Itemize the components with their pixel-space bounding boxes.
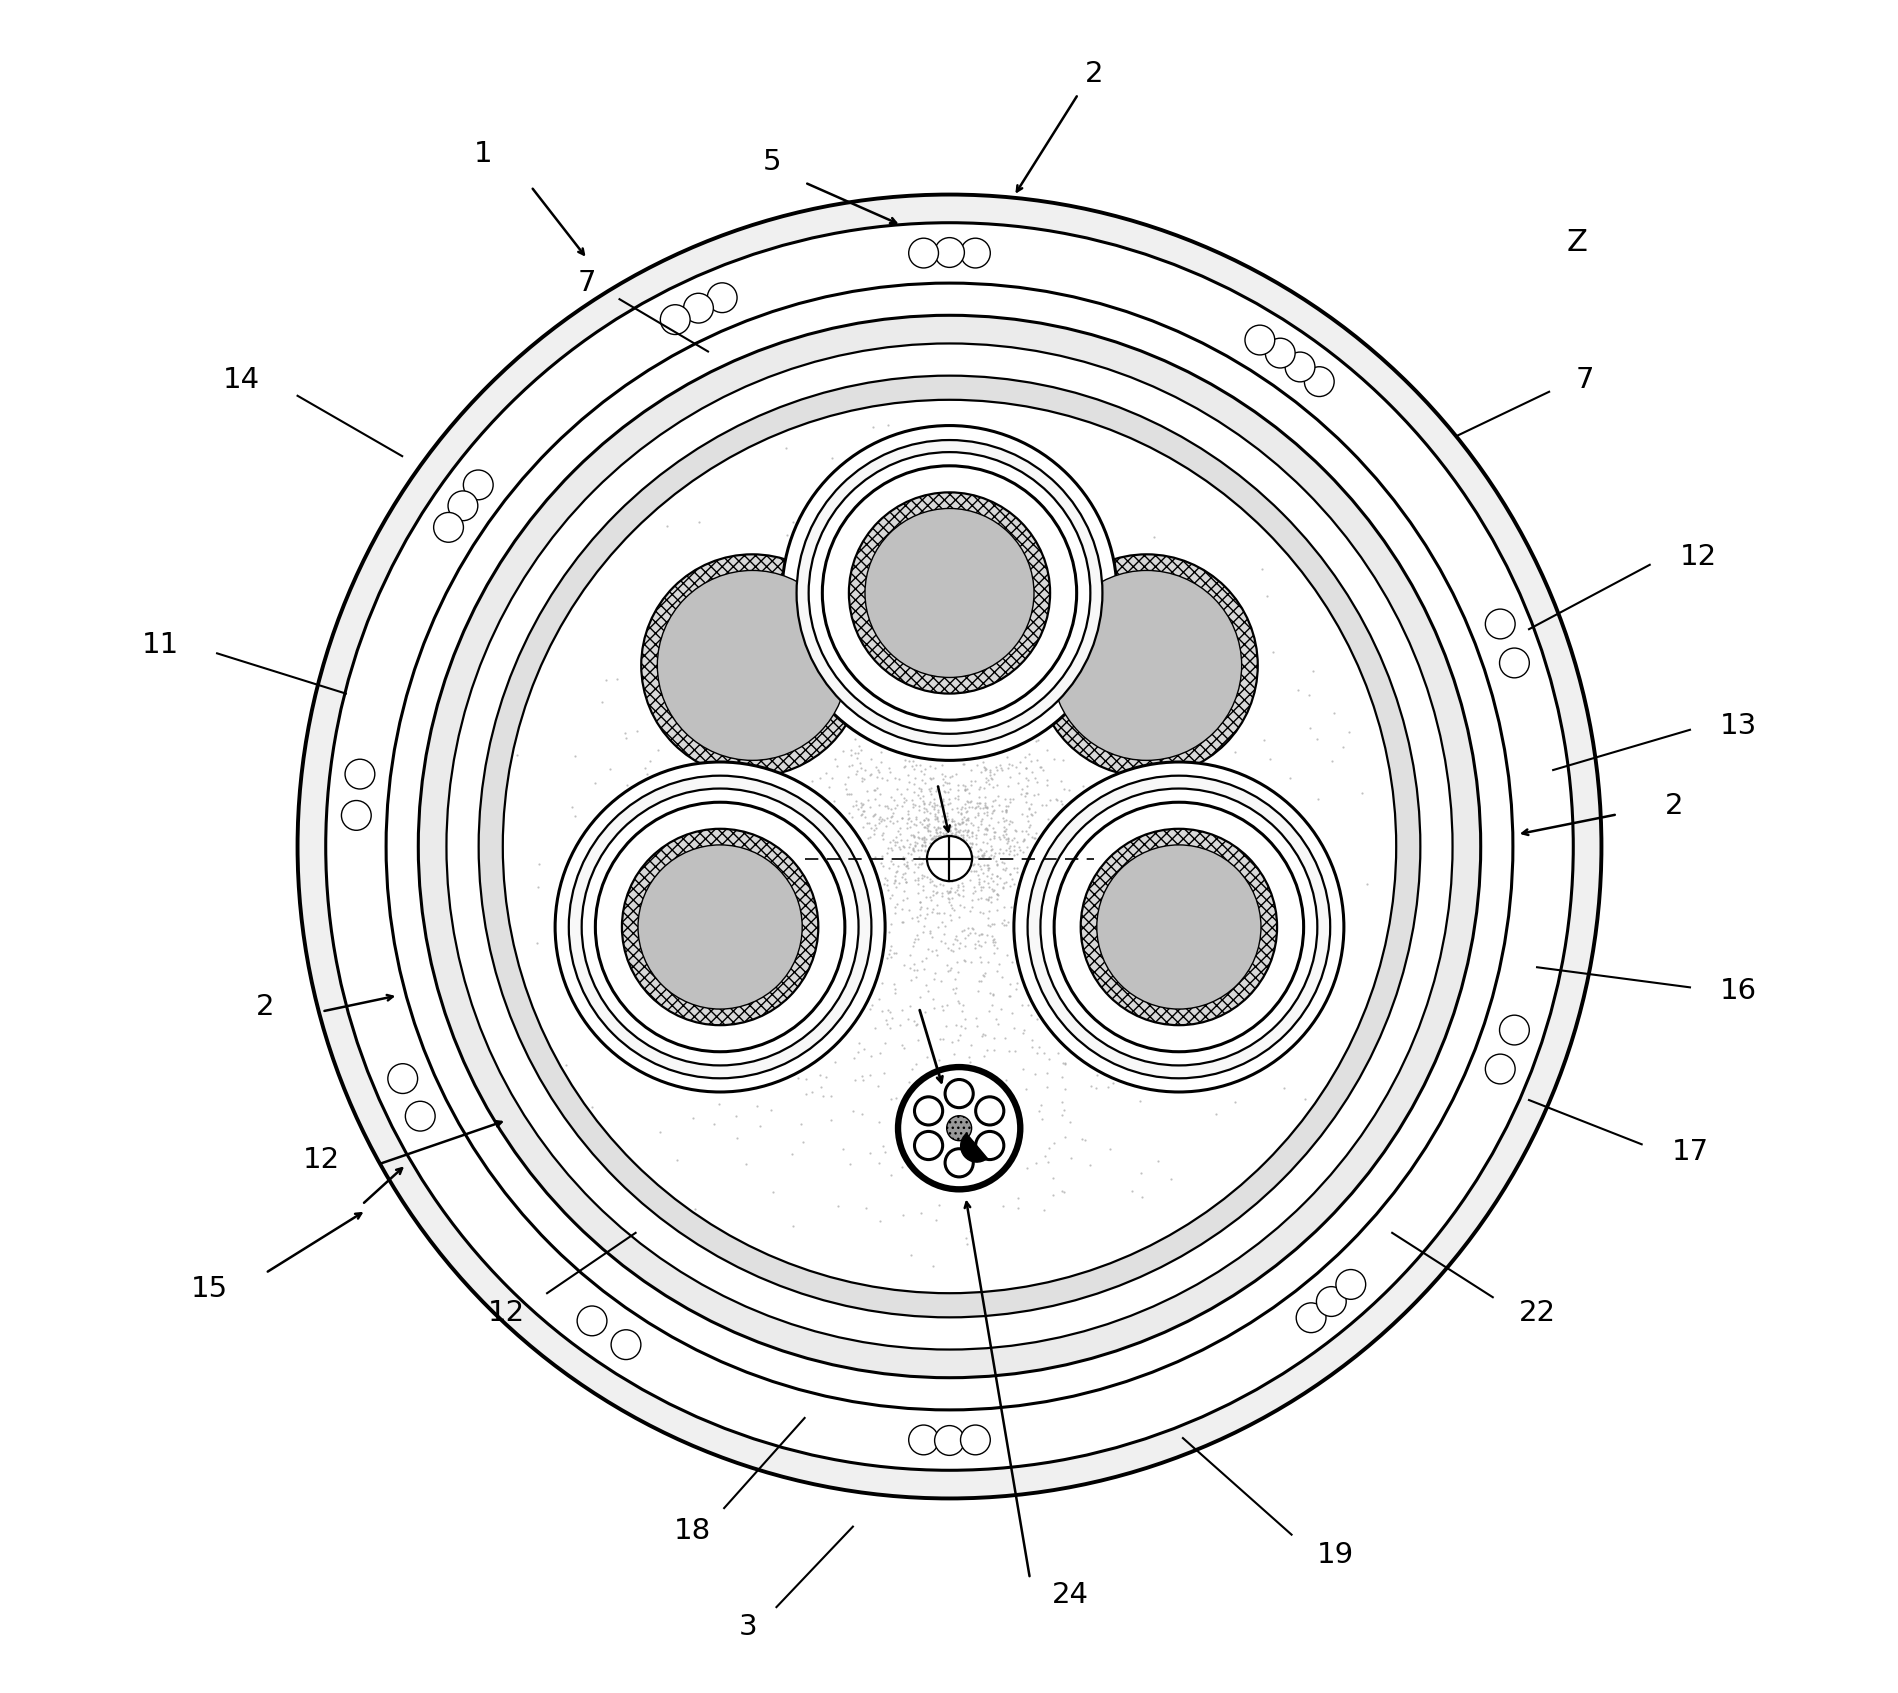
Text: 1: 1	[907, 752, 926, 780]
Text: 12: 12	[1678, 543, 1716, 571]
Circle shape	[554, 762, 884, 1092]
Circle shape	[581, 789, 858, 1065]
Text: 15: 15	[190, 1275, 228, 1304]
Circle shape	[577, 1305, 607, 1336]
Circle shape	[611, 1329, 640, 1359]
Text: 11: 11	[142, 631, 178, 659]
Text: 2: 2	[1665, 792, 1682, 819]
Circle shape	[503, 400, 1395, 1293]
Circle shape	[661, 305, 689, 335]
Circle shape	[1334, 1270, 1365, 1299]
Text: 7: 7	[1575, 366, 1594, 394]
Circle shape	[1034, 554, 1256, 777]
Text: 19: 19	[1317, 1541, 1353, 1569]
Circle shape	[976, 1131, 1004, 1160]
Circle shape	[463, 471, 493, 499]
Circle shape	[795, 440, 1103, 747]
Circle shape	[1484, 1055, 1515, 1084]
Wedge shape	[960, 1134, 987, 1161]
Circle shape	[1027, 775, 1329, 1078]
Text: 12: 12	[304, 1146, 340, 1175]
Circle shape	[1014, 762, 1344, 1092]
Circle shape	[385, 283, 1513, 1410]
Circle shape	[896, 1065, 1021, 1190]
Circle shape	[1051, 571, 1241, 760]
Circle shape	[1245, 325, 1274, 356]
Circle shape	[915, 1131, 941, 1160]
Circle shape	[1499, 1016, 1528, 1045]
Circle shape	[446, 344, 1452, 1349]
Circle shape	[1484, 609, 1515, 638]
Circle shape	[433, 513, 463, 542]
Circle shape	[848, 493, 1050, 694]
Circle shape	[960, 239, 989, 267]
Circle shape	[976, 1097, 1004, 1124]
Circle shape	[683, 293, 714, 323]
Circle shape	[926, 836, 972, 880]
Circle shape	[960, 1426, 989, 1454]
Circle shape	[326, 223, 1572, 1470]
Text: Z: Z	[1566, 229, 1587, 257]
Circle shape	[638, 845, 801, 1009]
Text: 17: 17	[1670, 1138, 1708, 1166]
Text: 18: 18	[674, 1517, 710, 1544]
Circle shape	[782, 425, 1116, 760]
Circle shape	[596, 802, 845, 1051]
Circle shape	[909, 1426, 938, 1454]
Circle shape	[657, 571, 847, 760]
Circle shape	[621, 830, 818, 1026]
Circle shape	[1304, 367, 1334, 396]
Circle shape	[1285, 352, 1313, 383]
Circle shape	[387, 1063, 418, 1094]
Text: 13: 13	[1720, 711, 1756, 740]
Text: 12: 12	[488, 1299, 526, 1327]
Circle shape	[864, 508, 1034, 677]
Circle shape	[947, 1116, 972, 1141]
Text: 22: 22	[1518, 1299, 1554, 1327]
Text: 14: 14	[222, 366, 260, 394]
Circle shape	[1499, 648, 1528, 677]
Text: 6: 6	[976, 918, 995, 945]
Text: 5: 5	[763, 149, 782, 176]
Circle shape	[418, 315, 1480, 1378]
Circle shape	[1296, 1304, 1325, 1332]
Text: 7: 7	[577, 269, 596, 296]
Circle shape	[448, 491, 478, 521]
Circle shape	[1264, 339, 1294, 367]
Circle shape	[915, 1097, 941, 1124]
Circle shape	[1080, 830, 1277, 1026]
Circle shape	[706, 283, 736, 313]
Circle shape	[1040, 789, 1317, 1065]
Circle shape	[1315, 1287, 1346, 1317]
Circle shape	[934, 237, 964, 267]
Circle shape	[1053, 802, 1302, 1051]
Circle shape	[909, 239, 938, 267]
Circle shape	[298, 195, 1600, 1498]
Circle shape	[1097, 845, 1260, 1009]
Text: 2: 2	[256, 994, 275, 1021]
Circle shape	[345, 758, 374, 789]
Text: 3: 3	[738, 1613, 757, 1641]
Circle shape	[642, 554, 864, 777]
Text: 24: 24	[1051, 1581, 1088, 1608]
Circle shape	[569, 775, 871, 1078]
Text: 2: 2	[1084, 59, 1103, 88]
Circle shape	[404, 1100, 435, 1131]
Circle shape	[902, 1070, 1017, 1187]
Circle shape	[945, 1150, 974, 1177]
Circle shape	[822, 466, 1076, 720]
Circle shape	[934, 1426, 964, 1456]
Circle shape	[478, 376, 1420, 1317]
Text: 16: 16	[1720, 977, 1756, 1006]
Circle shape	[945, 1080, 974, 1107]
Text: 1: 1	[473, 141, 492, 168]
Circle shape	[809, 452, 1089, 733]
Circle shape	[342, 801, 370, 830]
